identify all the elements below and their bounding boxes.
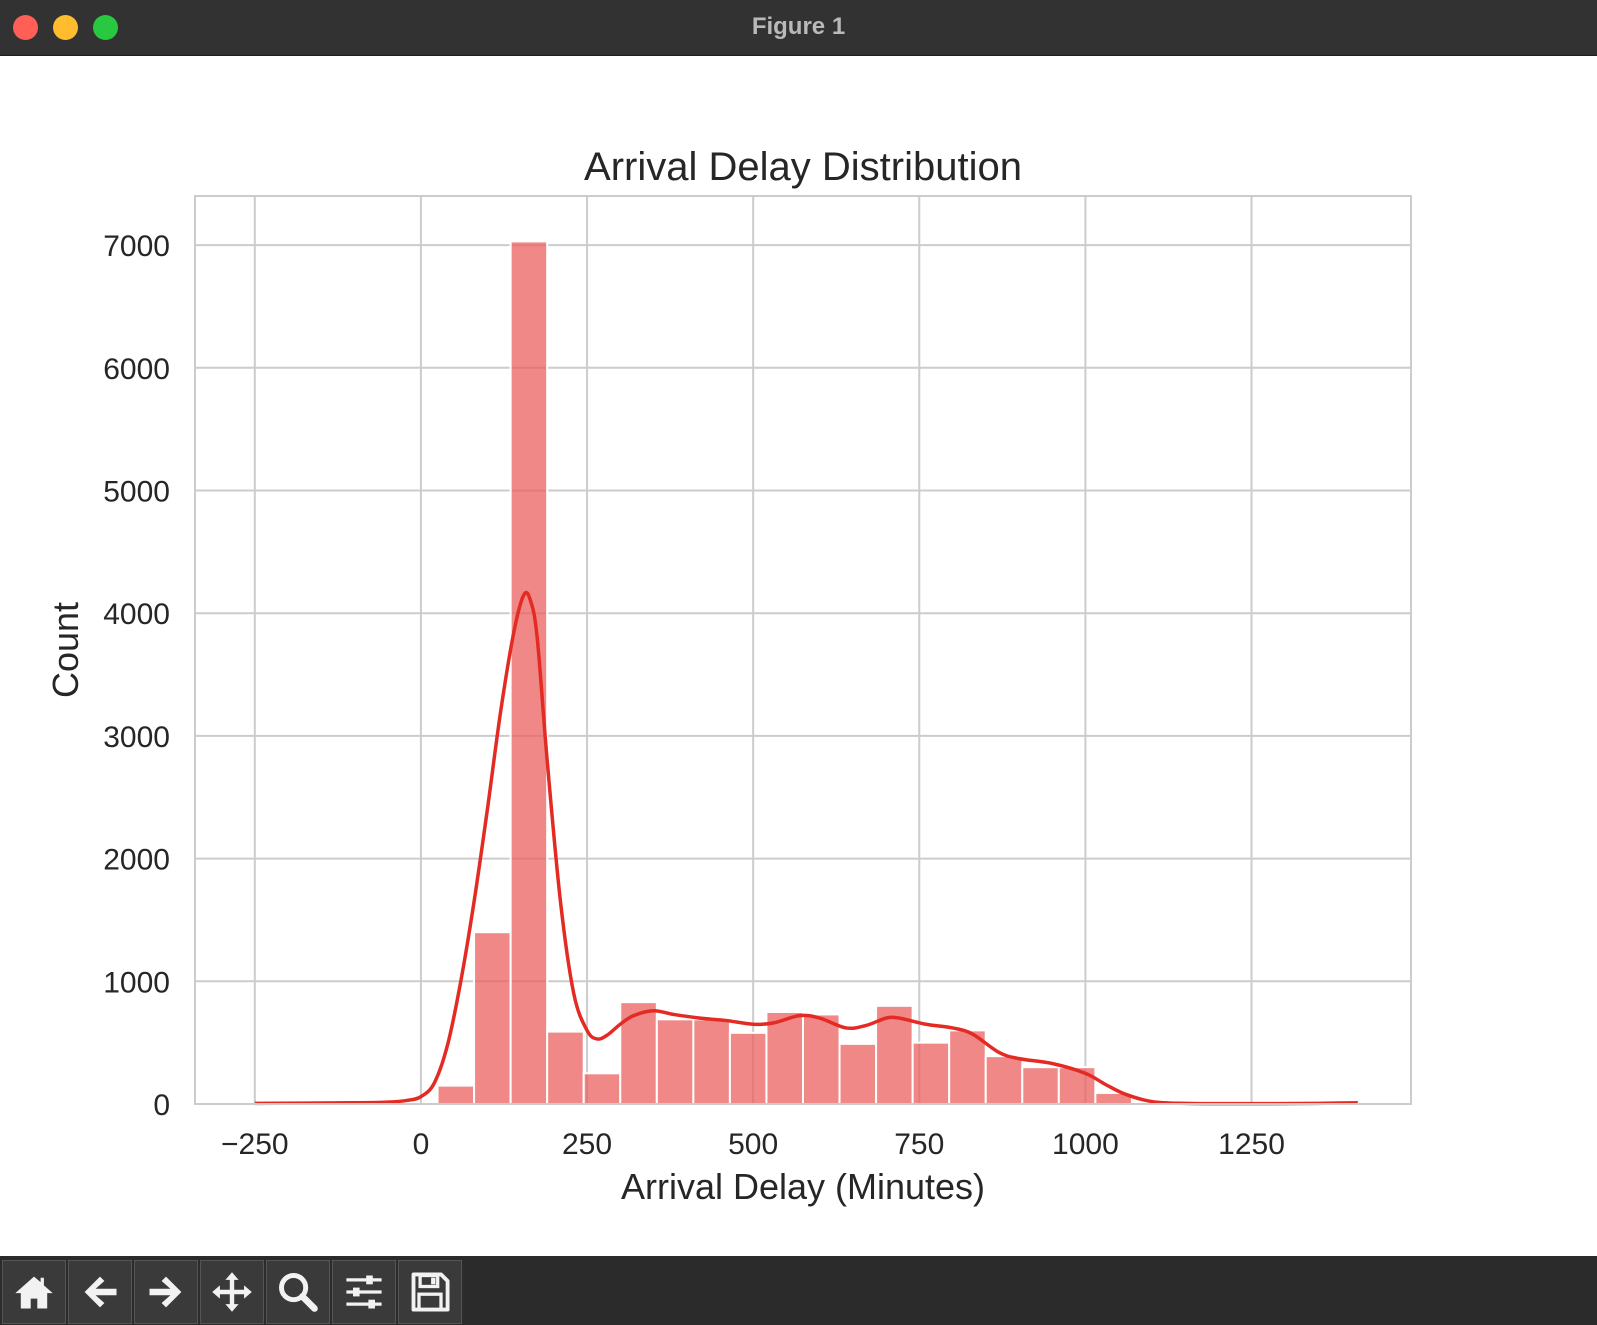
x-tick-label: 250	[562, 1128, 612, 1161]
pan-icon	[212, 1272, 252, 1312]
zoom-icon	[279, 1273, 318, 1312]
x-tick-label: 0	[413, 1128, 430, 1161]
histogram-bar	[692, 1018, 731, 1106]
home-icon	[15, 1276, 53, 1309]
forward-button[interactable]	[134, 1260, 198, 1324]
y-tick-label: 6000	[103, 353, 170, 386]
y-tick-label: 0	[153, 1089, 170, 1122]
y-axis-label: Count	[45, 602, 86, 698]
configure-subplots-button[interactable]	[332, 1260, 396, 1324]
histogram-chart: −250 0 250 500 750 1000 1250 0 1000 2000 3000 4000 5…	[45, 145, 1412, 1207]
close-window-button[interactable]	[13, 15, 38, 40]
x-axis-label: Arrival Delay (Minutes)	[621, 1166, 985, 1207]
pan-button[interactable]	[200, 1260, 264, 1324]
histogram-bar	[582, 1072, 622, 1106]
y-tick-label: 2000	[103, 844, 170, 877]
histogram-bar	[546, 1030, 585, 1105]
save-button[interactable]	[398, 1260, 462, 1324]
back-arrow-icon	[84, 1276, 117, 1308]
histogram-bar	[619, 1001, 658, 1105]
y-tick-label: 5000	[103, 475, 170, 508]
y-tick-label: 7000	[103, 230, 170, 263]
x-tick-label: −250	[221, 1128, 289, 1161]
histogram-bar	[728, 1031, 768, 1106]
histogram-bar	[802, 1013, 841, 1105]
save-icon	[411, 1272, 450, 1312]
x-tick-label: 1000	[1052, 1128, 1119, 1161]
histogram-bar	[948, 1029, 987, 1105]
histogram-bar	[655, 1018, 695, 1106]
minimize-window-button[interactable]	[53, 15, 78, 40]
window-titlebar: Figure 1	[0, 0, 1597, 56]
y-tick-label: 4000	[103, 598, 170, 631]
histogram-bar	[875, 1004, 914, 1105]
maximize-window-button[interactable]	[93, 15, 118, 40]
y-tick-label: 1000	[103, 966, 170, 999]
histogram-bar	[838, 1042, 878, 1105]
x-tick-label: 750	[894, 1128, 944, 1161]
x-tick-label: 1250	[1218, 1128, 1285, 1161]
histogram-bar	[984, 1055, 1024, 1105]
histogram-bar	[436, 1084, 476, 1106]
navigation-toolbar	[0, 1256, 1597, 1325]
forward-arrow-icon	[149, 1276, 182, 1308]
window-title: Figure 1	[751, 13, 846, 40]
histogram-bar	[911, 1041, 951, 1105]
histogram-bar	[765, 1010, 804, 1105]
chart-title: Arrival Delay Distribution	[584, 145, 1022, 189]
histogram-bar	[1057, 1066, 1097, 1106]
axes-frame	[194, 195, 1412, 1105]
y-tick-label: 3000	[103, 721, 170, 754]
histogram-bar	[473, 931, 512, 1105]
histogram-bar	[1021, 1066, 1060, 1106]
back-button[interactable]	[68, 1260, 132, 1324]
figure-canvas: −250 0 250 500 750 1000 1250 0 1000 2000 3000 4000 5…	[0, 56, 1597, 1256]
x-tick-label: 500	[728, 1128, 778, 1161]
configure-subplots-icon	[346, 1275, 382, 1309]
kde-curve	[254, 590, 1358, 1106]
home-button[interactable]	[2, 1260, 66, 1324]
zoom-button[interactable]	[266, 1260, 330, 1324]
